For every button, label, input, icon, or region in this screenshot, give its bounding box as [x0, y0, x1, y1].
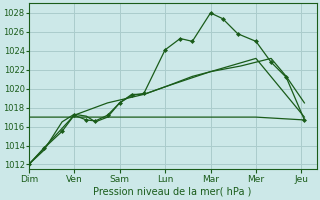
X-axis label: Pression niveau de la mer( hPa ): Pression niveau de la mer( hPa ): [93, 187, 252, 197]
